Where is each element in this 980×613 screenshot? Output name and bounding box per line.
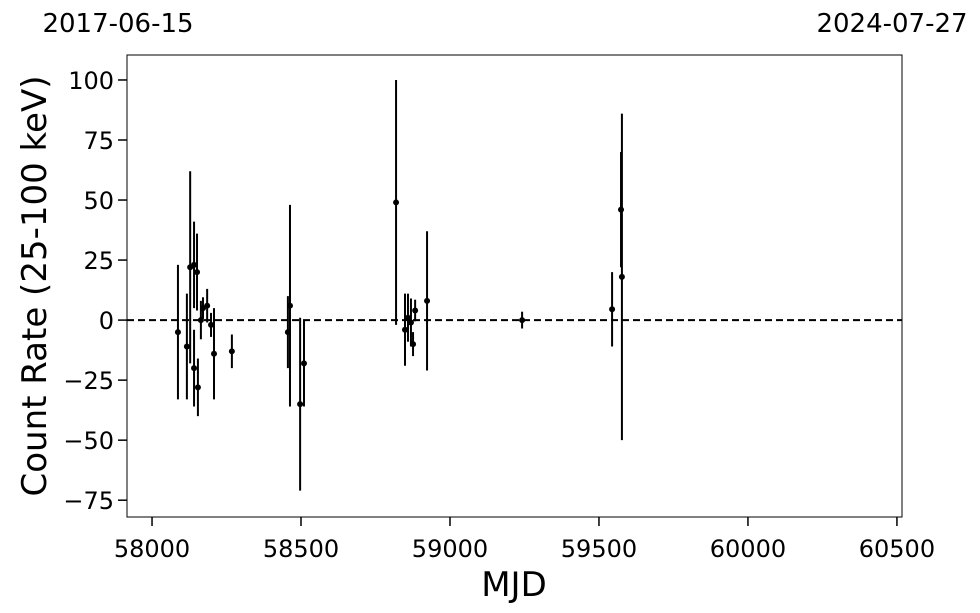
plot-frame xyxy=(126,54,903,518)
y-tick-label: 75 xyxy=(83,127,114,155)
data-point xyxy=(183,343,190,350)
y-tick-label: 50 xyxy=(83,187,114,215)
x-tick-label: 60500 xyxy=(859,535,935,563)
data-point xyxy=(519,317,526,324)
y-tick-label: 25 xyxy=(83,247,114,275)
y-tick-label: 0 xyxy=(99,307,114,335)
data-point xyxy=(204,302,211,309)
data-point xyxy=(401,326,408,333)
data-point xyxy=(412,307,419,314)
data-point xyxy=(211,350,218,357)
data-point xyxy=(410,341,417,348)
data-point xyxy=(191,365,198,372)
data-point xyxy=(191,261,198,268)
top-label: 2024-07-27 xyxy=(816,9,967,39)
data-point xyxy=(286,302,293,309)
data-point xyxy=(228,348,235,355)
x-axis-label: MJD xyxy=(481,565,547,605)
y-tick-label: −50 xyxy=(63,427,114,455)
data-point xyxy=(300,360,307,367)
x-tick-label: 58500 xyxy=(263,535,339,563)
x-tick-label: 58000 xyxy=(114,535,190,563)
data-point xyxy=(424,297,431,304)
y-tick-label: −75 xyxy=(63,487,114,515)
x-tick-label: 59500 xyxy=(561,535,637,563)
top-label: 2017-06-15 xyxy=(42,9,193,39)
data-point xyxy=(404,314,411,321)
x-tick-label: 59000 xyxy=(412,535,488,563)
x-tick-label: 60000 xyxy=(710,535,786,563)
y-tick-label: −25 xyxy=(63,367,114,395)
data-point xyxy=(407,319,414,326)
data-point xyxy=(208,321,215,328)
data-point xyxy=(297,401,304,408)
data-point xyxy=(618,273,625,280)
y-axis-label: Count Rate (25-100 keV) xyxy=(15,76,55,497)
data-point xyxy=(393,199,400,206)
data-point xyxy=(174,329,181,336)
data-point xyxy=(194,269,201,276)
data-point xyxy=(194,384,201,391)
data-point xyxy=(609,306,616,313)
y-tick-label: 100 xyxy=(68,67,114,95)
